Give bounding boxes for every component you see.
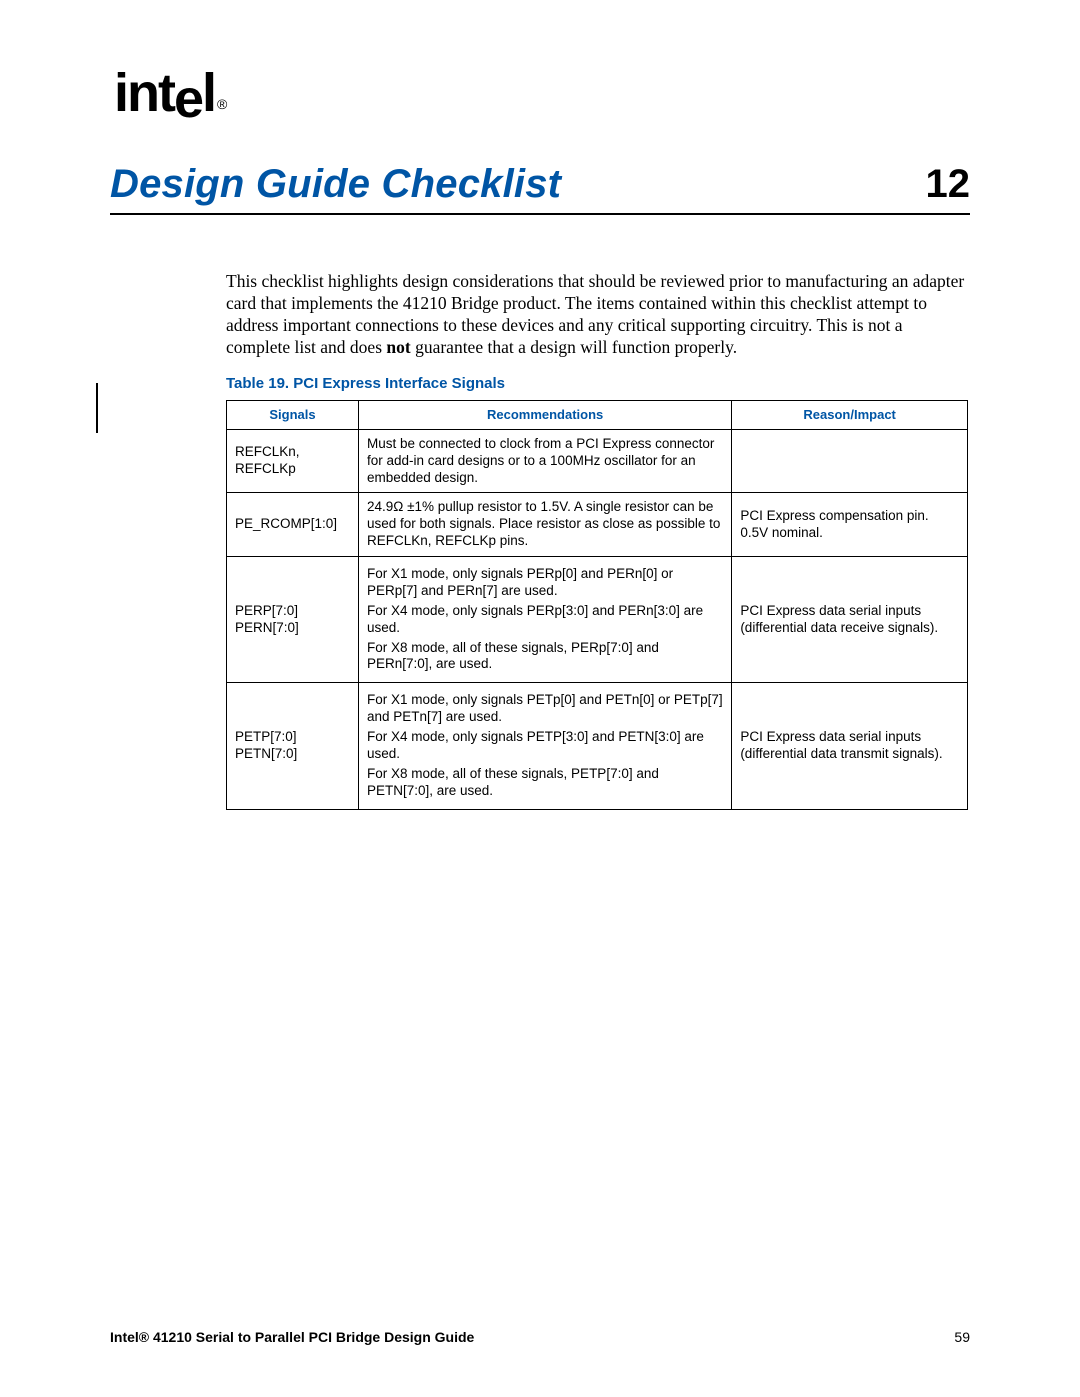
- table-header-row: Signals Recommendations Reason/Impact: [227, 400, 968, 429]
- table-row: REFCLKn, REFCLKp Must be connected to cl…: [227, 429, 968, 493]
- chapter-number: 12: [926, 162, 971, 207]
- cell-reason: PCI Express data serial inputs (differen…: [732, 683, 968, 809]
- table-row: PERP[7:0] PERN[7:0] For X1 mode, only si…: [227, 557, 968, 683]
- intro-paragraph: This checklist highlights design conside…: [226, 271, 970, 359]
- registered-mark: ®: [215, 96, 225, 112]
- cell-reason: PCI Express compensation pin. 0.5V nomin…: [732, 493, 968, 557]
- intro-post: guarantee that a design will function pr…: [411, 337, 737, 357]
- title-row: Design Guide Checklist 12: [110, 162, 970, 215]
- footer-title: Intel® 41210 Serial to Parallel PCI Brid…: [110, 1329, 474, 1345]
- cell-reason: PCI Express data serial inputs (differen…: [732, 557, 968, 683]
- col-reason: Reason/Impact: [732, 400, 968, 429]
- cell-reason: [732, 429, 968, 493]
- rec-para: For X1 mode, only signals PERp[0] and PE…: [367, 566, 723, 600]
- intel-logo: intel®: [114, 66, 970, 126]
- table-caption: Table 19. PCI Express Interface Signals: [226, 375, 970, 392]
- cell-signal: PE_RCOMP[1:0]: [227, 493, 359, 557]
- footer: Intel® 41210 Serial to Parallel PCI Brid…: [110, 1329, 970, 1345]
- cell-rec: Must be connected to clock from a PCI Ex…: [358, 429, 731, 493]
- col-signals: Signals: [227, 400, 359, 429]
- cell-rec: For X1 mode, only signals PETp[0] and PE…: [358, 683, 731, 809]
- cell-signal: PETP[7:0] PETN[7:0]: [227, 683, 359, 809]
- page: intel® Design Guide Checklist 12 This ch…: [0, 0, 1080, 1397]
- chapter-title: Design Guide Checklist: [110, 162, 561, 207]
- rec-para: For X4 mode, only signals PETP[3:0] and …: [367, 729, 723, 763]
- rec-para: For X8 mode, all of these signals, PERp[…: [367, 640, 723, 674]
- logo-text: intel: [114, 63, 215, 123]
- table-row: PETP[7:0] PETN[7:0] For X1 mode, only si…: [227, 683, 968, 809]
- change-bar: [96, 383, 98, 433]
- col-recommendations: Recommendations: [358, 400, 731, 429]
- intro-bold: not: [386, 337, 410, 357]
- table-row: PE_RCOMP[1:0] 24.9Ω ±1% pullup resistor …: [227, 493, 968, 557]
- table-body: REFCLKn, REFCLKp Must be connected to cl…: [227, 429, 968, 809]
- page-number: 59: [954, 1329, 970, 1345]
- signals-table: Signals Recommendations Reason/Impact RE…: [226, 400, 968, 810]
- cell-signal: PERP[7:0] PERN[7:0]: [227, 557, 359, 683]
- rec-para: For X1 mode, only signals PETp[0] and PE…: [367, 692, 723, 726]
- rec-para: For X4 mode, only signals PERp[3:0] and …: [367, 603, 723, 637]
- cell-rec: 24.9Ω ±1% pullup resistor to 1.5V. A sin…: [358, 493, 731, 557]
- cell-signal: REFCLKn, REFCLKp: [227, 429, 359, 493]
- rec-para: For X8 mode, all of these signals, PETP[…: [367, 766, 723, 800]
- cell-rec: For X1 mode, only signals PERp[0] and PE…: [358, 557, 731, 683]
